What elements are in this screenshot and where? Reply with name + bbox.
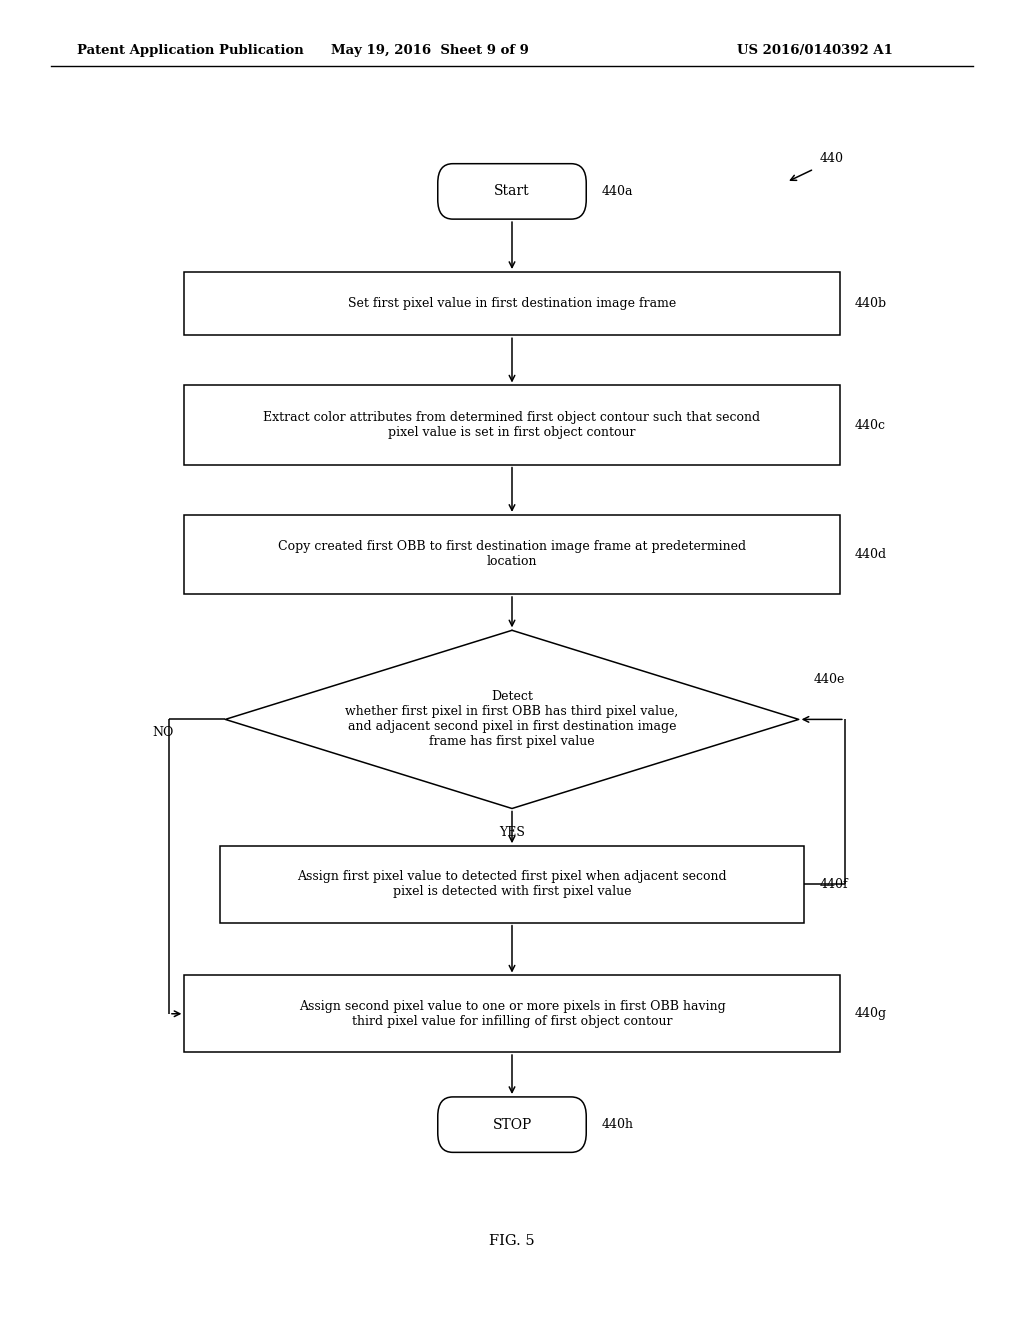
Text: 440h: 440h [602, 1118, 634, 1131]
Bar [184, 975, 840, 1052]
Text: Start: Start [495, 185, 529, 198]
Text: May 19, 2016  Sheet 9 of 9: May 19, 2016 Sheet 9 of 9 [331, 44, 529, 57]
Text: Detect
whether first pixel in first OBB has third pixel value,
and adjacent seco: Detect whether first pixel in first OBB … [345, 690, 679, 748]
Text: STOP: STOP [493, 1118, 531, 1131]
Text: 440d: 440d [855, 548, 887, 561]
Text: 440b: 440b [855, 297, 887, 310]
Bar [184, 272, 840, 335]
Text: 440g: 440g [855, 1007, 887, 1020]
Text: FIG. 5: FIG. 5 [489, 1234, 535, 1247]
Text: 440a: 440a [602, 185, 633, 198]
Text: Assign first pixel value to detected first pixel when adjacent second
pixel is d: Assign first pixel value to detected fir… [297, 870, 727, 899]
Text: YES: YES [499, 826, 525, 838]
Bar [220, 846, 804, 923]
Text: 440e: 440e [814, 673, 846, 686]
FancyBboxPatch shape [438, 164, 586, 219]
Text: NO: NO [153, 726, 174, 739]
Text: Assign second pixel value to one or more pixels in first OBB having
third pixel : Assign second pixel value to one or more… [299, 999, 725, 1028]
Text: US 2016/0140392 A1: US 2016/0140392 A1 [737, 44, 893, 57]
Text: 440f: 440f [819, 878, 848, 891]
Text: Copy created first OBB to first destination image frame at predetermined
locatio: Copy created first OBB to first destinat… [278, 540, 746, 569]
Text: 440: 440 [819, 152, 843, 165]
Text: Set first pixel value in first destination image frame: Set first pixel value in first destinati… [348, 297, 676, 310]
FancyBboxPatch shape [438, 1097, 586, 1152]
Text: 440c: 440c [855, 418, 886, 432]
Bar [184, 385, 840, 465]
Text: Extract color attributes from determined first object contour such that second
p: Extract color attributes from determined… [263, 411, 761, 440]
Bar [184, 515, 840, 594]
Text: Patent Application Publication: Patent Application Publication [77, 44, 303, 57]
